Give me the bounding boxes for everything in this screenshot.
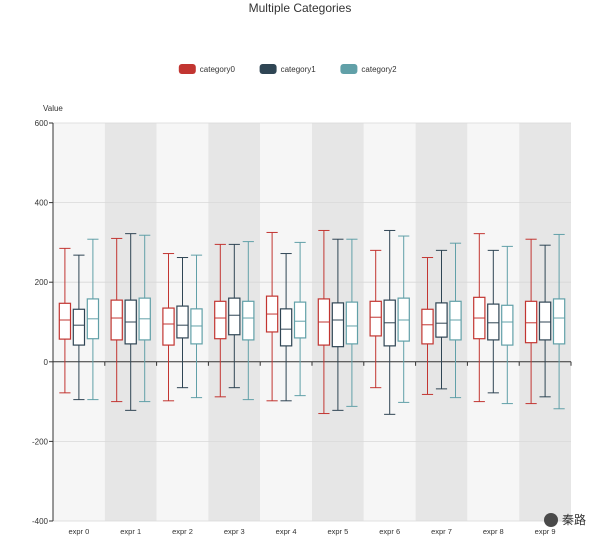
x-tick-label: expr 8 [483,527,504,536]
box [176,257,189,389]
box [279,253,293,402]
legend: category0 category1 category2 [178,64,397,74]
legend-label: category1 [281,65,317,74]
box [487,249,500,394]
x-tick-label: expr 7 [431,527,452,536]
y-tick-label: 0 [44,358,49,367]
box [345,238,359,407]
legend-label: category2 [361,65,397,74]
box-body [552,298,566,345]
box-body [279,308,293,347]
box [138,234,151,403]
box [435,249,448,390]
box-body [538,301,552,341]
box-body [331,302,345,348]
y-tick-label: 600 [35,119,49,128]
box [552,233,566,410]
box [331,238,345,411]
box [293,241,307,397]
series-category2 [86,233,566,410]
box-body [501,304,514,346]
box [228,243,241,389]
box [538,244,552,398]
box [369,249,382,389]
box [449,242,462,399]
series-category1 [72,229,552,415]
box-body [435,302,448,338]
y-tick-label: -400 [32,517,49,526]
box-body [228,297,241,336]
x-tick-label: expr 1 [120,527,141,536]
box [162,253,175,402]
x-tick-label: expr 6 [379,527,400,536]
box-body [214,300,227,340]
chart-title: Multiple Categories [249,1,352,15]
y-tick-label: 200 [35,278,49,287]
box [501,245,514,405]
x-tick-label: expr 4 [276,527,297,536]
box-body [293,301,307,339]
box-body [345,301,359,345]
axes: 600 400 200 0 -200 -400 expr 0 expr 1 expr 2 expr… [32,119,572,536]
box [214,243,227,398]
box-body [449,300,462,341]
box-body [58,302,72,340]
x-tick-label: expr 9 [535,527,556,536]
box [72,254,86,401]
box-body [72,308,86,346]
box [317,229,331,415]
legend-label: category0 [200,65,236,74]
box [473,233,486,403]
legend-swatch [259,64,277,74]
box-body [162,307,175,346]
box-body [110,299,123,341]
watermark: 秦路 [543,511,586,528]
box [524,238,538,405]
box-body [487,303,500,341]
box [58,247,72,394]
box [124,233,137,411]
watermark-text: 秦路 [561,513,586,527]
box-body [421,308,434,345]
box-body [369,300,382,337]
box-body [176,305,189,339]
box-body [524,300,538,344]
series-category0 [58,229,538,415]
legend-swatch [178,64,196,74]
y-axis-label: Value [43,104,63,113]
box-body [242,300,255,341]
legend-item[interactable]: category0 [178,64,236,74]
box [190,254,203,399]
x-tick-label: expr 5 [327,527,348,536]
x-tick-label: expr 0 [68,527,89,536]
box [421,257,434,395]
legend-item[interactable]: category1 [259,64,317,74]
box [110,237,123,403]
legend-item[interactable]: category2 [340,64,397,74]
y-tick-label: -200 [32,437,49,446]
box [86,238,100,401]
legend-swatch [340,64,358,74]
box [242,241,255,401]
y-tick-label: 400 [35,199,49,208]
box [383,229,396,415]
gridlines [53,122,571,522]
box-series [58,229,566,415]
wechat-logo-icon [543,512,558,527]
x-tick-label: expr 2 [172,527,193,536]
box [397,235,410,403]
x-tick-label: expr 3 [224,527,245,536]
box [265,231,279,402]
